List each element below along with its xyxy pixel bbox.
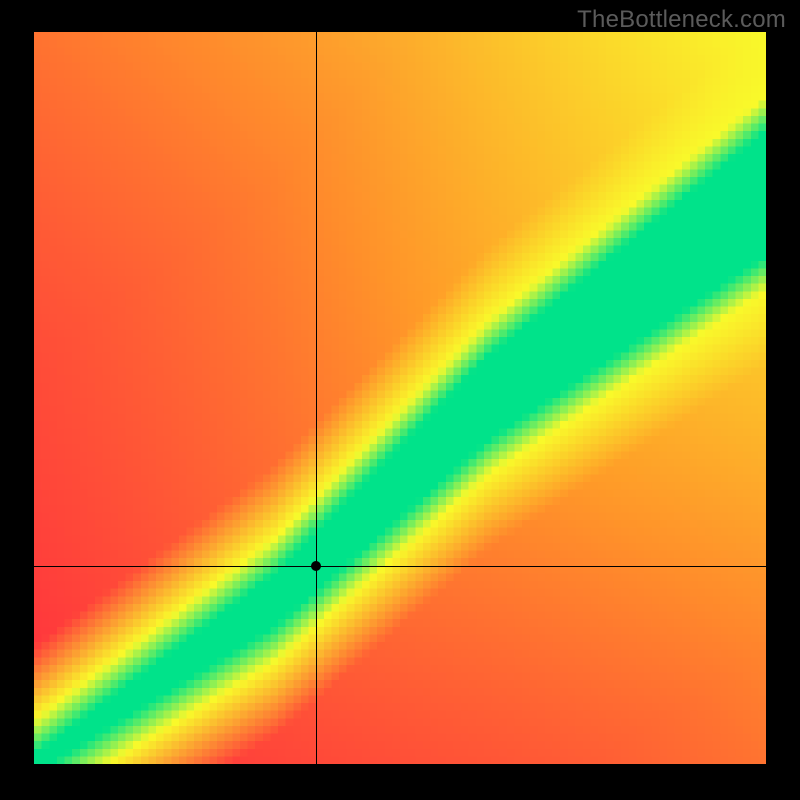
crosshair-horizontal bbox=[34, 566, 766, 567]
crosshair-vertical bbox=[316, 32, 317, 764]
heatmap-plot-area bbox=[34, 32, 766, 764]
watermark-text: TheBottleneck.com bbox=[577, 6, 786, 34]
heatmap-canvas bbox=[34, 32, 766, 764]
chart-container: TheBottleneck.com bbox=[0, 0, 800, 800]
crosshair-marker bbox=[311, 561, 321, 571]
